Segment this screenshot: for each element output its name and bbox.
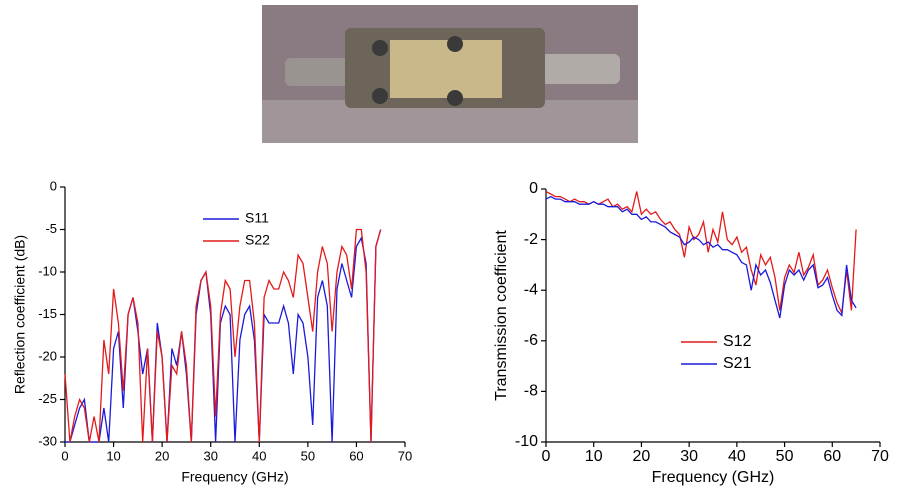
- x-tick-label: 10: [106, 448, 120, 463]
- y-tick-label: -10: [515, 433, 538, 450]
- series-line: [64, 228, 382, 443]
- x-tick-label: 10: [585, 448, 603, 465]
- x-tick-label: 40: [728, 448, 746, 465]
- legend-label: S22: [245, 232, 270, 248]
- series-line: [545, 195, 857, 319]
- x-tick-label: 20: [155, 448, 169, 463]
- legend-label: S11: [245, 210, 269, 226]
- y-tick-label: -25: [38, 391, 57, 406]
- x-tick-label: 50: [301, 448, 315, 463]
- x-axis-label: Frequency (GHz): [181, 469, 288, 485]
- x-tick-label: 20: [633, 448, 651, 465]
- legend-label: S21: [723, 355, 752, 372]
- x-tick-label: 60: [349, 448, 363, 463]
- y-tick-label: -30: [38, 433, 57, 448]
- x-tick-label: 0: [542, 448, 551, 465]
- x-tick-label: 0: [61, 448, 68, 463]
- device-photo: [262, 5, 638, 143]
- x-tick-label: 70: [871, 448, 889, 465]
- x-tick-label: 30: [680, 448, 698, 465]
- y-tick-label: 0: [50, 178, 57, 193]
- y-tick-label: -2: [524, 231, 538, 248]
- legend-label: S12: [723, 333, 752, 350]
- y-tick-label: -5: [45, 221, 57, 236]
- x-tick-label: 40: [252, 448, 266, 463]
- y-tick-label: -15: [38, 306, 57, 321]
- x-tick-label: 70: [398, 448, 412, 463]
- y-tick-label: -8: [524, 383, 538, 400]
- y-tick-label: -20: [38, 348, 57, 363]
- x-tick-label: 30: [203, 448, 217, 463]
- x-tick-label: 60: [823, 448, 841, 465]
- series-line: [65, 229, 382, 443]
- y-tick-label: -4: [524, 281, 538, 298]
- y-tick-label: -10: [38, 263, 57, 278]
- y-tick-label: 0: [529, 180, 538, 197]
- y-axis-label: Reflection coefficient (dB): [12, 235, 28, 394]
- y-axis-label: Transmission coefficient: [493, 230, 510, 401]
- series-line: [545, 190, 857, 316]
- y-tick-label: -6: [524, 332, 538, 349]
- x-axis-label: Frequency (GHz): [652, 469, 775, 486]
- x-tick-label: 50: [776, 448, 794, 465]
